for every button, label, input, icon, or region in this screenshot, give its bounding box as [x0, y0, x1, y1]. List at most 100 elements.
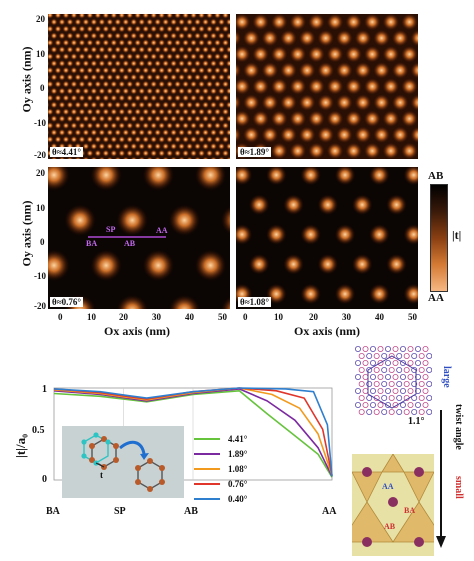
- aa-hotspot: [217, 142, 226, 151]
- lattice-ring: [426, 381, 433, 388]
- lattice-ring: [422, 402, 429, 409]
- aa-hotspot: [50, 73, 58, 82]
- aa-hotspot: [145, 100, 154, 109]
- moire-lattice-svg: [355, 346, 433, 416]
- moire-panel-1-08: θ≈1.08°: [236, 167, 418, 309]
- aa-hotspot: [89, 45, 98, 54]
- aa-hotspot: [125, 121, 134, 130]
- aa-hotspot: [133, 93, 142, 102]
- ox-axis-label-right: Ox axis (nm): [294, 324, 360, 338]
- aa-hotspot: [358, 14, 368, 16]
- aa-hotspot: [185, 87, 194, 96]
- legend-item: 1.08°: [194, 464, 247, 474]
- aa-hotspot: [181, 38, 190, 47]
- aa-hotspot: [279, 61, 298, 80]
- aa-hotspot: [133, 149, 142, 158]
- aa-hotspot: [129, 59, 138, 68]
- aa-hotspot: [161, 156, 170, 159]
- aa-hotspot: [77, 38, 86, 47]
- aa-hotspot: [400, 77, 418, 96]
- y-tick: 0: [40, 237, 45, 247]
- aa-hotspot: [65, 87, 74, 96]
- aa-hotspot: [279, 93, 298, 112]
- aa-hotspot: [133, 52, 142, 61]
- aa-hotspot: [221, 52, 230, 61]
- aa-hotspot: [402, 282, 418, 305]
- aa-hotspot: [299, 167, 322, 186]
- aa-hotspot: [193, 31, 202, 40]
- domain-label-ba: BA: [404, 506, 416, 515]
- path-label-sp: SP: [106, 225, 116, 234]
- aa-hotspot: [409, 125, 418, 145]
- aa-hotspot: [61, 107, 70, 116]
- aa-hotspot: [61, 80, 70, 89]
- aa-hotspot: [93, 149, 102, 158]
- aa-hotspot: [161, 73, 170, 82]
- aa-hotspot: [219, 295, 230, 309]
- aa-hotspot: [125, 135, 134, 144]
- legend-label: 0.76°: [228, 479, 248, 489]
- lattice-ring: [415, 388, 422, 395]
- aa-hotspot: [177, 114, 186, 123]
- aa-hotspot: [61, 24, 70, 33]
- aa-hotspot: [48, 87, 51, 95]
- aa-hotspot: [93, 14, 102, 20]
- aa-hotspot: [173, 149, 182, 158]
- aa-hotspot: [279, 28, 298, 48]
- aa-hotspot: [209, 87, 218, 96]
- aa-hotspot: [321, 14, 331, 16]
- aa-hotspot: [362, 141, 382, 159]
- aa-hotspot: [283, 157, 294, 159]
- lattice-ring: [385, 402, 392, 409]
- aa-hotspot: [101, 52, 110, 61]
- aa-hotspot: [54, 66, 62, 75]
- aa-hotspot: [181, 107, 190, 116]
- aa-hotspot: [169, 73, 178, 82]
- aa-hotspot: [141, 38, 150, 47]
- lattice-ring: [388, 395, 395, 402]
- aa-hotspot: [89, 114, 98, 123]
- aa-hotspot: [50, 59, 58, 68]
- lattice-ring: [355, 359, 361, 366]
- aa-hotspot: [225, 100, 230, 109]
- aa-hotspot: [65, 73, 74, 82]
- aa-hotspot: [54, 93, 62, 102]
- aa-hotspot: [165, 66, 174, 75]
- aa-hotspot: [225, 18, 230, 26]
- aa-hotspot: [169, 45, 178, 54]
- aa-hotspot: [269, 14, 289, 32]
- aa-hotspot: [61, 52, 70, 61]
- path-label-ba: BA: [86, 239, 98, 248]
- aa-hotspot: [121, 87, 130, 96]
- aa-hotspot: [115, 203, 149, 237]
- aa-hotspot: [325, 109, 345, 128]
- moire-pattern: [48, 167, 230, 309]
- aa-hotspot: [297, 125, 317, 145]
- lattice-ring: [355, 402, 361, 409]
- aa-hotspot: [141, 14, 150, 20]
- moire-panel-1-89: θ≈1.89°: [236, 14, 418, 159]
- lattice-ring: [373, 352, 380, 359]
- lattice-ring: [396, 395, 403, 402]
- aa-hotspot: [145, 156, 154, 159]
- lattice-ring: [381, 409, 388, 416]
- aa-hotspot: [217, 59, 226, 68]
- aa-hotspot: [201, 73, 210, 82]
- aa-hotspot: [189, 52, 198, 61]
- aa-hotspot: [402, 167, 418, 186]
- aa-hotspot: [197, 14, 206, 20]
- aa-hotspot: [82, 156, 90, 159]
- aa-hotspot: [69, 93, 78, 102]
- aa-hotspot: [105, 18, 114, 26]
- aa-hotspot: [201, 142, 210, 151]
- aa-hotspot: [69, 80, 78, 89]
- domain-label-ab: AB: [384, 522, 396, 531]
- oy-axis-label-top: Oy axis (nm): [19, 46, 34, 113]
- aa-hotspot: [69, 14, 78, 20]
- lattice-ring: [403, 381, 410, 388]
- aa-hotspot: [165, 38, 174, 47]
- aa-hotspot: [117, 135, 126, 144]
- legend-item: 0.40°: [194, 494, 247, 504]
- aa-hotspot: [177, 73, 186, 82]
- aa-hotspot: [229, 68, 230, 73]
